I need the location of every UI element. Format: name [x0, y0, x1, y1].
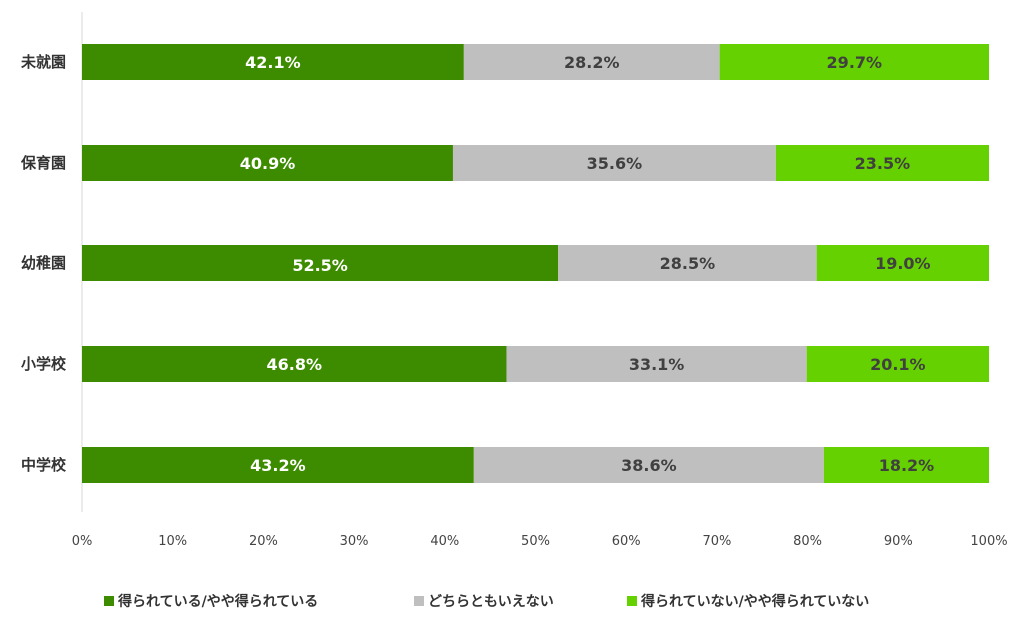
- data-label: 33.1%: [629, 355, 685, 374]
- x-tick-label: 80%: [793, 534, 822, 549]
- category-label: 未就園: [20, 53, 66, 71]
- bar-segment: [506, 346, 807, 382]
- category-label: 保育園: [20, 154, 66, 172]
- bar-segment: [82, 145, 453, 181]
- bar-segment: [775, 145, 989, 181]
- data-label: 35.6%: [587, 154, 643, 173]
- bar-segment: [452, 145, 776, 181]
- data-label: 18.2%: [879, 456, 935, 475]
- data-label: 46.8%: [266, 355, 322, 374]
- data-label: 28.5%: [660, 254, 716, 273]
- x-tick-label: 100%: [970, 534, 1007, 549]
- x-tick-label: 20%: [249, 534, 278, 549]
- data-label: 19.0%: [875, 254, 931, 273]
- bar-segment: [82, 447, 474, 483]
- bar-segment: [719, 44, 989, 80]
- data-label: 20.1%: [870, 355, 926, 374]
- legend-swatch: [627, 596, 637, 606]
- legend-swatch: [104, 596, 114, 606]
- x-tick-label: 40%: [430, 534, 459, 549]
- x-tick-label: 30%: [340, 534, 369, 549]
- bar-segment: [82, 346, 507, 382]
- data-label: 42.1%: [245, 53, 301, 72]
- data-label: 40.9%: [240, 154, 296, 173]
- bar-segment: [82, 245, 559, 281]
- legend-swatch: [414, 596, 424, 606]
- bar-segment: [82, 44, 464, 80]
- legend-label: どちらともいえない: [428, 594, 554, 610]
- legend: 得られている/やや得られている どちらともいえない 得られていない/やや得られていな…: [104, 593, 869, 610]
- bar-segment: [463, 44, 720, 80]
- bar-segment: [816, 245, 989, 281]
- x-tick-label: 0%: [72, 534, 93, 549]
- x-tick-label: 70%: [702, 534, 731, 549]
- category-label: 幼稚園: [21, 254, 66, 272]
- data-label: 29.7%: [827, 53, 883, 72]
- x-tick-label: 90%: [884, 534, 913, 549]
- x-tick-label: 10%: [158, 534, 187, 549]
- category-label: 中学校: [21, 456, 67, 474]
- data-label: 28.2%: [564, 53, 620, 72]
- x-tick-labels: 0% 10% 20% 30% 40% 50% 60% 70% 80% 90% 100%: [72, 534, 1008, 549]
- bar-segment: [558, 245, 817, 281]
- data-label: 38.6%: [621, 456, 677, 475]
- x-tick-label: 50%: [521, 534, 550, 549]
- bars: 42.1% 28.2% 29.7% 40.9% 35.6% 23.5% 52.5% 28.5%…: [82, 44, 989, 483]
- legend-label: 得られていない/やや得られていない: [640, 593, 869, 610]
- data-label: 23.5%: [855, 154, 911, 173]
- bar-segment: [823, 447, 989, 483]
- x-tick-label: 60%: [612, 534, 641, 549]
- category-label: 小学校: [21, 355, 67, 373]
- bar-segment: [473, 447, 824, 483]
- legend-label: 得られている/やや得られている: [117, 593, 318, 610]
- data-label: 43.2%: [250, 456, 306, 475]
- bar-segment: [806, 346, 989, 382]
- data-label: 52.5%: [292, 256, 348, 275]
